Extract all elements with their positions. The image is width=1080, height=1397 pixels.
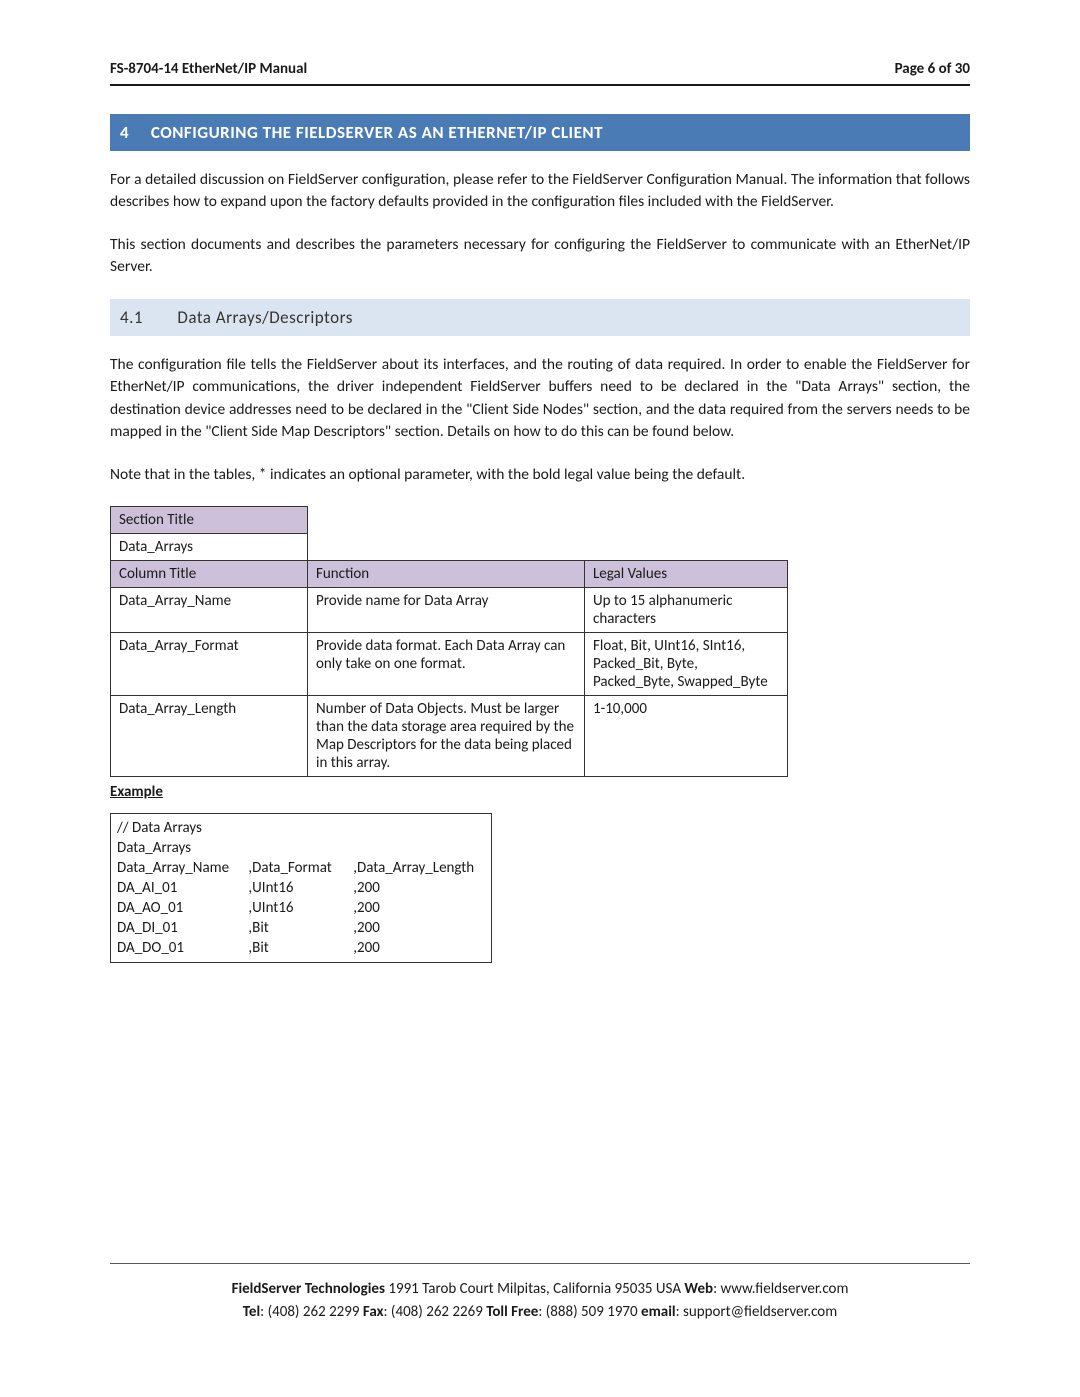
footer-tollfree-label: Toll Free — [486, 1303, 538, 1321]
section-title-header: Section Title — [111, 507, 308, 534]
example-header: ,Data_Format — [242, 858, 347, 878]
table-row: Data_Array_Length Number of Data Objects… — [111, 696, 788, 777]
cell: Float, Bit, UInt16, SInt16, Packed_Bit, … — [585, 633, 788, 696]
table-row: Data_Arrays — [111, 838, 491, 858]
example-comment: // Data Arrays — [111, 818, 491, 838]
cell: ,Bit — [242, 938, 347, 958]
intro-paragraph-1: For a detailed discussion on FieldServer… — [110, 169, 970, 214]
cell: Data_Array_Name — [111, 588, 308, 633]
table-row: DA_AO_01 ,UInt16 ,200 — [111, 898, 491, 918]
body-paragraph-2: Note that in the tables, * indicates an … — [110, 464, 970, 486]
header-right: Page 6 of 30 — [895, 60, 970, 78]
table-row: Column Title Function Legal Values — [111, 561, 788, 588]
footer-web-label: Web — [684, 1280, 713, 1298]
example-section: Data_Arrays — [111, 838, 491, 858]
body-paragraph-1: The configuration file tells the FieldSe… — [110, 354, 970, 444]
cell: 1-10,000 — [585, 696, 788, 777]
cell: Up to 15 alphanumeric characters — [585, 588, 788, 633]
footer-email-label: email — [641, 1303, 676, 1321]
section-title: CONFIGURING THE FIELDSERVER AS AN ETHERN… — [151, 122, 603, 143]
subsection-title: Data Arrays/Descriptors — [177, 307, 353, 328]
table-row: DA_DO_01 ,Bit ,200 — [111, 938, 491, 958]
footer-fax-label: Fax — [363, 1303, 384, 1321]
footer-tollfree: : (888) 509 1970 — [538, 1303, 641, 1321]
cell: Data_Array_Length — [111, 696, 308, 777]
cell: ,UInt16 — [242, 878, 347, 898]
cell: ,UInt16 — [242, 898, 347, 918]
table-row: // Data Arrays — [111, 818, 491, 838]
table-row: Section Title — [111, 507, 788, 534]
cell: DA_AI_01 — [111, 878, 242, 898]
footer-line-2: Tel: (408) 262 2299 Fax: (408) 262 2269 … — [110, 1301, 970, 1324]
subsection-heading: 4.1 Data Arrays/Descriptors — [110, 299, 970, 336]
example-table-wrapper: // Data Arrays Data_Arrays Data_Array_Na… — [110, 813, 492, 963]
cell: DA_DI_01 — [111, 918, 242, 938]
footer-tel: : (408) 262 2299 — [260, 1303, 363, 1321]
section-title-value: Data_Arrays — [111, 534, 308, 561]
page-footer: FieldServer Technologies 1991 Tarob Cour… — [110, 1263, 970, 1323]
cell: Number of Data Objects. Must be larger t… — [308, 696, 585, 777]
section-number: 4 — [120, 122, 129, 143]
cell: ,Bit — [242, 918, 347, 938]
table-row: Data_Array_Name ,Data_Format ,Data_Array… — [111, 858, 491, 878]
table-row: DA_AI_01 ,UInt16 ,200 — [111, 878, 491, 898]
table-row: DA_DI_01 ,Bit ,200 — [111, 918, 491, 938]
example-table: // Data Arrays Data_Arrays Data_Array_Na… — [111, 818, 491, 958]
cell: Provide name for Data Array — [308, 588, 585, 633]
cell: ,200 — [347, 938, 491, 958]
footer-address: 1991 Tarob Court Milpitas, California 95… — [385, 1280, 684, 1298]
footer-web: : www.fieldserver.com — [713, 1280, 848, 1298]
intro-paragraph-2: This section documents and describes the… — [110, 234, 970, 279]
column-header: Function — [308, 561, 585, 588]
footer-fax: : (408) 262 2269 — [384, 1303, 487, 1321]
example-label: Example — [110, 783, 970, 801]
table-row: Data_Array_Name Provide name for Data Ar… — [111, 588, 788, 633]
cell: ,200 — [347, 918, 491, 938]
section-heading: 4 CONFIGURING THE FIELDSERVER AS AN ETHE… — [110, 114, 970, 151]
page-header: FS-8704-14 EtherNet/IP Manual Page 6 of … — [110, 60, 970, 86]
cell: Provide data format. Each Data Array can… — [308, 633, 585, 696]
example-header: Data_Array_Name — [111, 858, 242, 878]
cell: Data_Array_Format — [111, 633, 308, 696]
footer-company: FieldServer Technologies — [232, 1280, 385, 1298]
footer-email: : support@fieldserver.com — [676, 1303, 838, 1321]
table-row: Data_Array_Format Provide data format. E… — [111, 633, 788, 696]
subsection-number: 4.1 — [120, 307, 143, 328]
cell: ,200 — [347, 878, 491, 898]
cell: DA_DO_01 — [111, 938, 242, 958]
descriptors-table: Section Title Data_Arrays Column Title F… — [110, 506, 788, 777]
document-page: FS-8704-14 EtherNet/IP Manual Page 6 of … — [0, 0, 1080, 1373]
footer-tel-label: Tel — [243, 1303, 260, 1321]
column-header: Column Title — [111, 561, 308, 588]
column-header: Legal Values — [585, 561, 788, 588]
footer-line-1: FieldServer Technologies 1991 Tarob Cour… — [110, 1278, 970, 1301]
header-left: FS-8704-14 EtherNet/IP Manual — [110, 60, 307, 78]
cell: ,200 — [347, 898, 491, 918]
cell: DA_AO_01 — [111, 898, 242, 918]
example-header: ,Data_Array_Length — [347, 858, 491, 878]
table-row: Data_Arrays — [111, 534, 788, 561]
